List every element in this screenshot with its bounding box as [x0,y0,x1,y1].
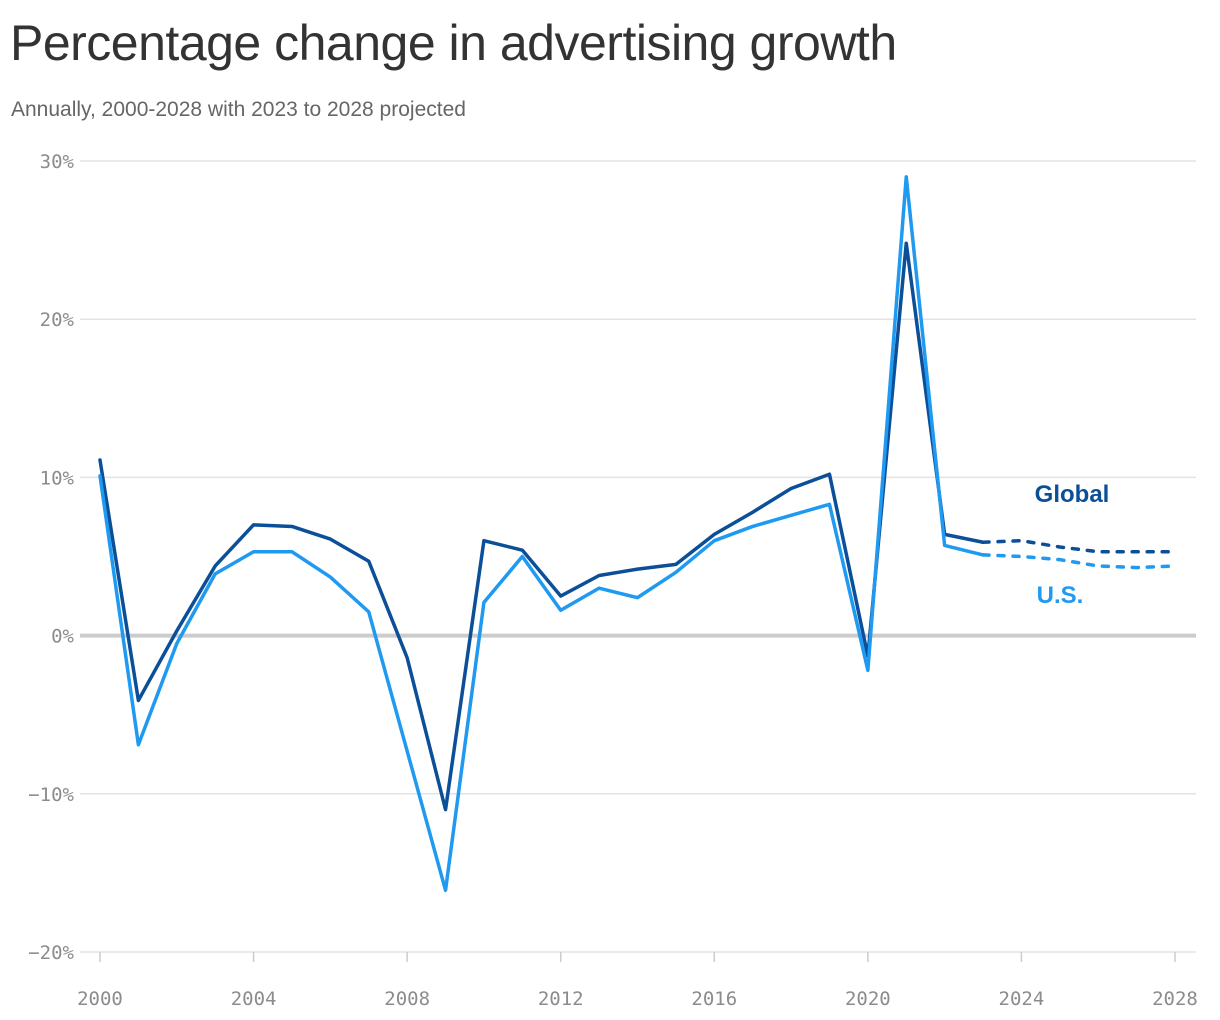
axis-ticks: −20% −10% 0% 10% 20% 30% 2000 2004 2008 2012 2016 2… [28,151,1198,1010]
x-tick-label: 2028 [1152,988,1198,1010]
x-tick-label: 2020 [845,988,891,1010]
y-tick-label: 10% [40,467,75,489]
x-tick-label: 2012 [538,988,584,1010]
series-projection-global [981,538,1177,554]
series-line-global [98,241,985,812]
series-lines [98,175,1177,893]
series-label-us: U.S. [1037,582,1084,609]
series-projection-u-s [981,553,1177,570]
series-line-u-s [98,175,985,893]
y-tick-label: −20% [28,942,74,964]
x-tick-label: 2008 [384,988,430,1010]
x-tick-label: 2004 [231,988,277,1010]
x-tick-label: 2016 [691,988,737,1010]
series-label-global: Global [1035,481,1110,508]
x-tick-label: 2000 [77,988,123,1010]
y-tick-label: 0% [51,626,74,648]
chart-subtitle: Annually, 2000-2028 with 2023 to 2028 pr… [11,98,466,121]
chart-title: Percentage change in advertising growth [10,15,897,71]
x-tick-label: 2024 [999,988,1045,1010]
y-tick-label: 20% [40,309,75,331]
y-tick-label: 30% [40,151,75,173]
gridlines [80,160,1196,953]
y-tick-label: −10% [28,784,74,806]
